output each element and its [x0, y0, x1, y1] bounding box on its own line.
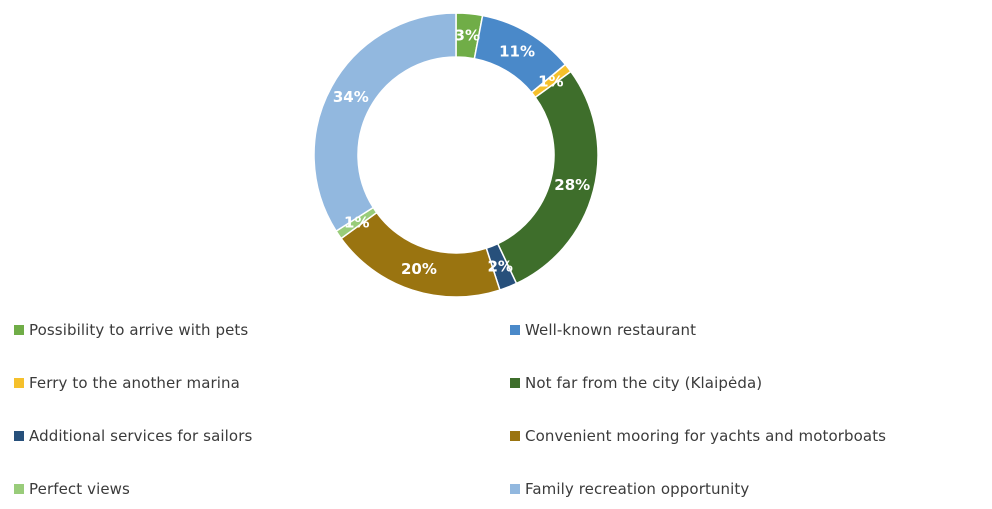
slice-value-label: 1% — [344, 213, 369, 231]
donut-slice — [496, 70, 599, 285]
slice-value-label: 2% — [487, 258, 512, 276]
slice-value-label: 34% — [333, 88, 369, 106]
slice-value-label: 20% — [401, 260, 437, 278]
slice-value-label: 28% — [554, 176, 590, 194]
donut-slice — [313, 12, 457, 233]
slice-value-label: 3% — [455, 27, 480, 45]
slice-value-label: 1% — [538, 72, 563, 90]
slice-value-label: 11% — [499, 43, 535, 61]
